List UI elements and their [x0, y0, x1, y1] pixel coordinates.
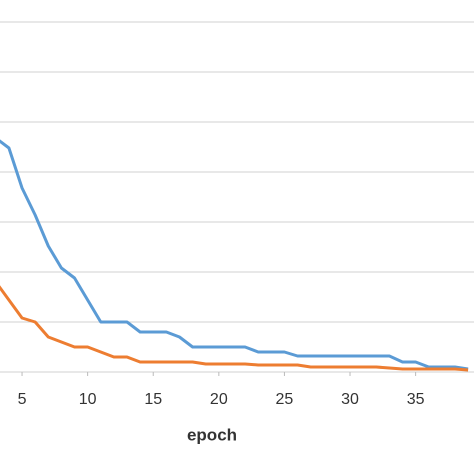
x-tick-label: 20: [210, 391, 228, 408]
plot-area: [0, 139, 469, 372]
x-tick-label: 5: [18, 391, 27, 408]
x-tick-label: 35: [407, 391, 425, 408]
x-tick-label: 10: [79, 391, 97, 408]
x-tick-label: 25: [276, 391, 294, 408]
x-tick-label: 15: [144, 391, 162, 408]
x-tick-label: 30: [341, 391, 359, 408]
series-line: [0, 139, 469, 371]
x-axis-label: epoch: [187, 425, 237, 444]
series-line: [0, 285, 469, 372]
grid: [0, 21, 474, 376]
